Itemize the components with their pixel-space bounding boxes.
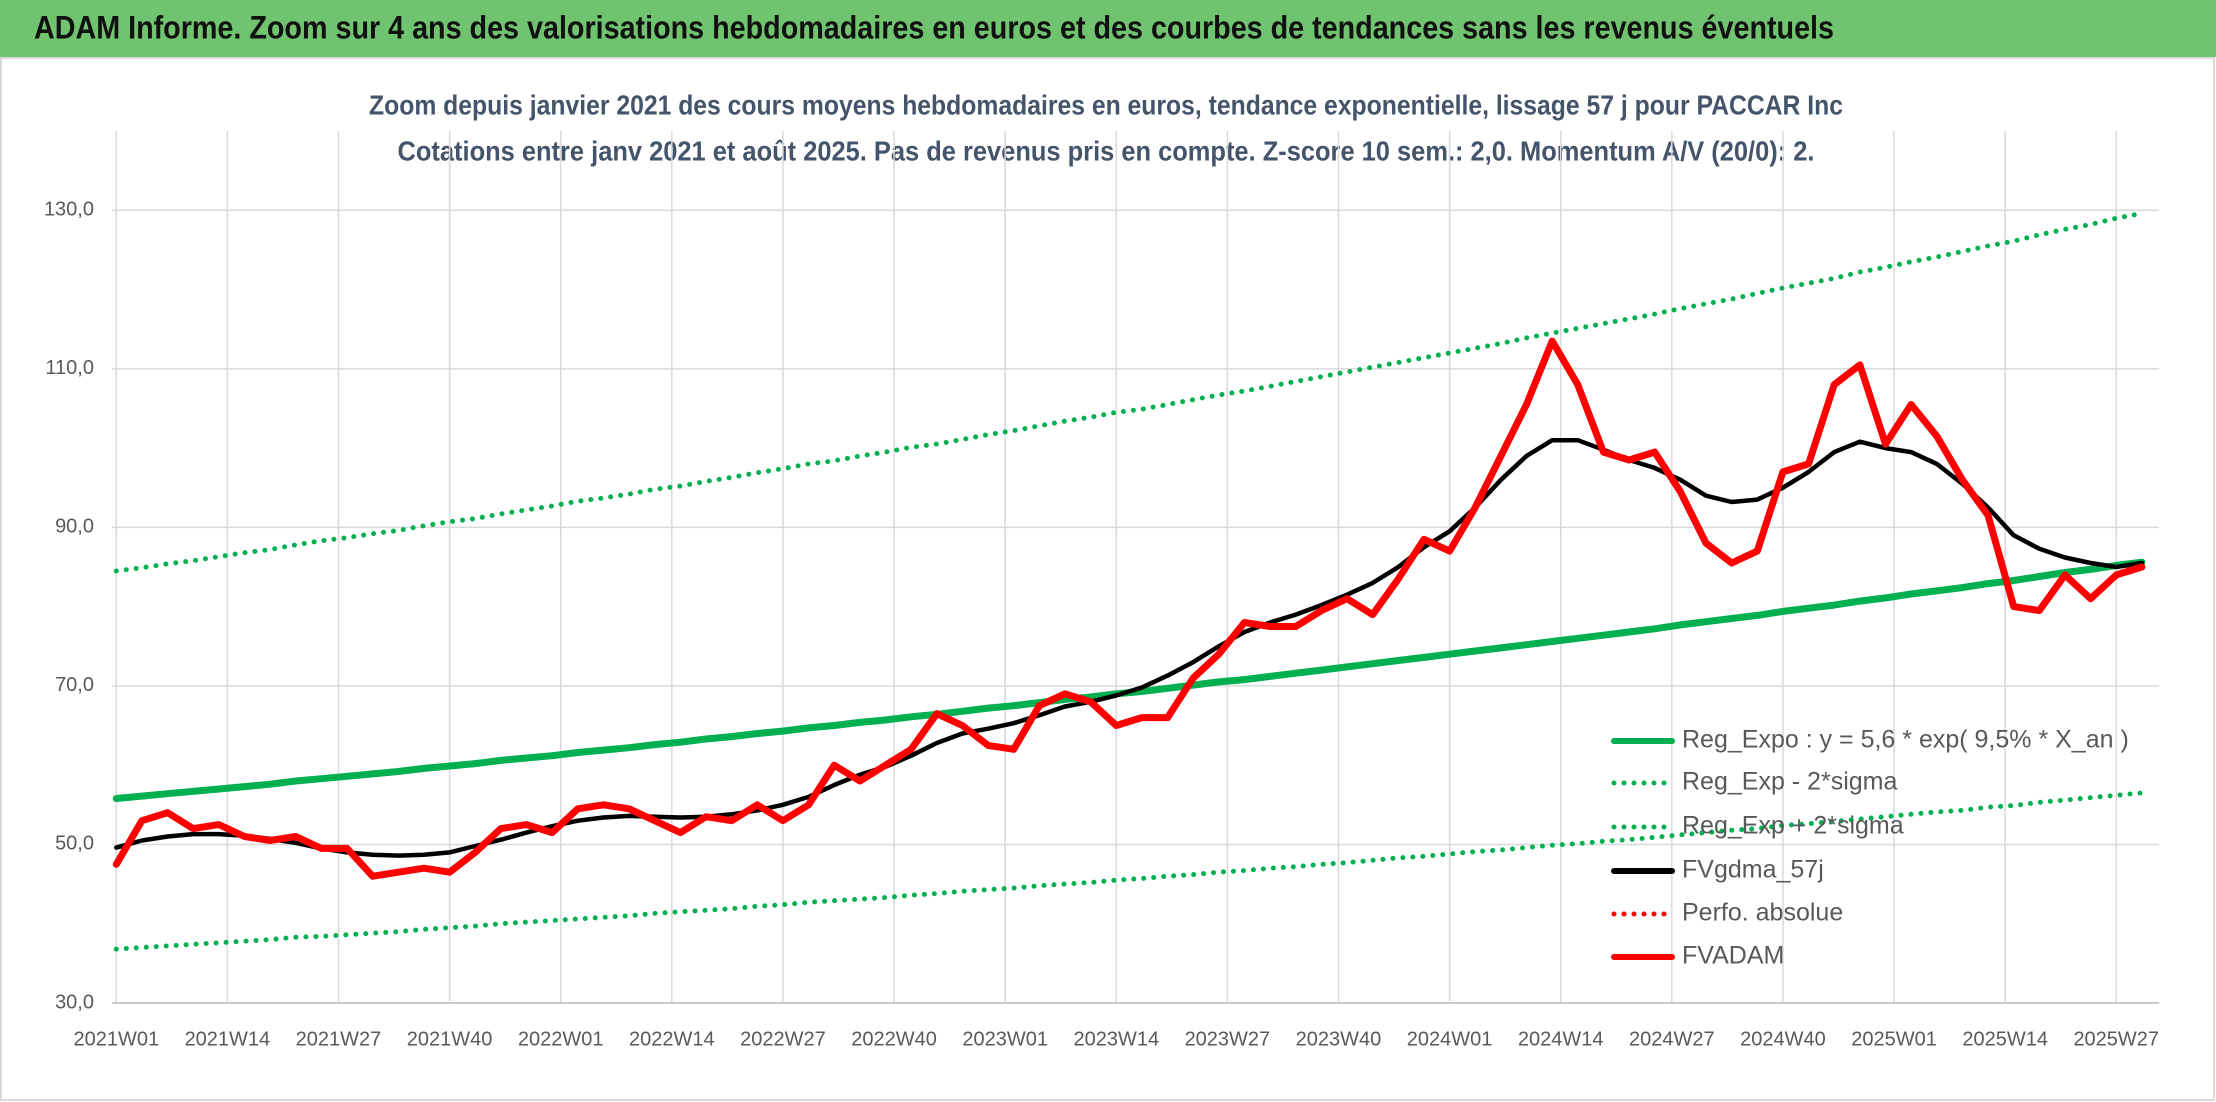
x-tick-label: 2023W40 xyxy=(1296,1028,1382,1050)
series-line xyxy=(112,337,2146,880)
chart-border xyxy=(0,57,2215,1101)
x-tick-label: 2024W14 xyxy=(1518,1028,1604,1050)
series-line xyxy=(113,790,2145,952)
y-tick-label: 130,0 xyxy=(44,199,94,221)
chart-title: Zoom depuis janvier 2021 des cours moyen… xyxy=(369,89,1843,120)
y-tick-label: 110,0 xyxy=(45,357,94,379)
x-tick-label: 2021W27 xyxy=(296,1028,382,1050)
x-tick-label: 2024W01 xyxy=(1407,1028,1493,1050)
x-tick-label: 2021W14 xyxy=(185,1028,271,1050)
x-tick-label: 2025W01 xyxy=(1851,1028,1937,1050)
x-tick-label: 2023W01 xyxy=(962,1028,1048,1050)
x-tick-label: 2023W27 xyxy=(1185,1028,1271,1050)
legend-label: Reg_Expo : y = 5,6 * exp( 9,5% * X_an ) xyxy=(1682,726,2129,754)
legend-label: FVADAM xyxy=(1682,942,1784,970)
y-tick-label: 30,0 xyxy=(55,991,94,1013)
x-tick-label: 2022W01 xyxy=(518,1028,604,1050)
x-tick-label: 2021W40 xyxy=(407,1028,493,1050)
x-tick-label: 2024W27 xyxy=(1629,1028,1715,1050)
x-tick-label: 2022W27 xyxy=(740,1028,826,1050)
legend-label: Reg_Exp + 2*sigma xyxy=(1682,812,1904,840)
legend-label: Reg_Exp - 2*sigma xyxy=(1682,768,1897,796)
x-tick-label: 2022W40 xyxy=(851,1028,937,1050)
header-bar xyxy=(0,0,2216,57)
chart-subtitle: Cotations entre janv 2021 et août 2025. … xyxy=(398,135,1815,166)
y-tick-label: 90,0 xyxy=(55,516,94,538)
legend-label: FVgdma_57j xyxy=(1682,856,1824,884)
header-title: ADAM Informe. Zoom sur 4 ans des valoris… xyxy=(34,9,1834,45)
x-tick-label: 2024W40 xyxy=(1740,1028,1826,1050)
x-tick-label: 2021W01 xyxy=(73,1028,159,1050)
y-tick-label: 50,0 xyxy=(55,833,94,855)
x-tick-label: 2023W14 xyxy=(1073,1028,1159,1050)
x-tick-label: 2025W14 xyxy=(1962,1028,2048,1050)
x-tick-label: 2025W27 xyxy=(2073,1028,2159,1050)
x-tick-label: 2022W14 xyxy=(629,1028,715,1050)
y-tick-label: 70,0 xyxy=(55,674,94,696)
series-line xyxy=(113,210,2145,574)
legend-label: Perfo. absolue xyxy=(1682,899,1843,927)
series-line xyxy=(114,437,2145,858)
